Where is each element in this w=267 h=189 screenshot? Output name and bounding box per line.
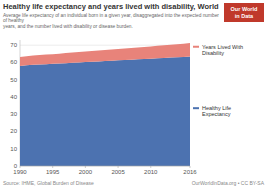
y-tick-label: 40 bbox=[10, 94, 17, 100]
x-tick bbox=[20, 166, 21, 168]
y-tick-label: 70 bbox=[10, 42, 17, 48]
y-tick-label: 10 bbox=[10, 146, 17, 152]
chart: Our Worldin Data Healthy life expectancy … bbox=[0, 0, 267, 189]
text-line: Healthy Life bbox=[202, 105, 231, 111]
text-line: Years Lived With bbox=[202, 44, 243, 50]
x-axis-line bbox=[20, 166, 190, 167]
title: Healthy life expectancy and years lived … bbox=[3, 2, 219, 11]
text-line: Average life expectancy of an individual… bbox=[3, 13, 219, 18]
logo-text: Our Worldin Data bbox=[231, 6, 258, 19]
legend-swatch bbox=[193, 107, 199, 109]
legend-label: Years Lived WithDisability bbox=[202, 44, 243, 56]
text-line: of healthy bbox=[3, 18, 24, 23]
text-line: in Data bbox=[235, 13, 254, 19]
text-line: years, and the number lived with disabil… bbox=[3, 24, 133, 29]
x-tick-label: 2000 bbox=[79, 169, 93, 175]
x-tick bbox=[118, 166, 119, 168]
x-tick bbox=[190, 166, 191, 168]
text-line: Our World bbox=[231, 6, 258, 12]
text-line: Expectancy bbox=[202, 111, 231, 117]
y-tick-label: 30 bbox=[10, 111, 17, 117]
license-text: OurWorldInData.org • CC BY-SA bbox=[192, 180, 265, 186]
y-tick-label: 60 bbox=[10, 59, 17, 65]
text-line: Disability bbox=[202, 50, 224, 56]
x-tick-label: 1995 bbox=[46, 169, 60, 175]
y-tick-label: 20 bbox=[10, 128, 17, 134]
x-tick bbox=[85, 166, 86, 168]
area bbox=[20, 43, 190, 66]
legend-label: Healthy LifeExpectancy bbox=[202, 105, 231, 117]
x-tick-label: 1990 bbox=[13, 169, 27, 175]
areas bbox=[20, 43, 190, 166]
x-tick-label: 2005 bbox=[111, 169, 125, 175]
area bbox=[20, 57, 190, 166]
x-tick-label: 2010 bbox=[144, 169, 158, 175]
x-tick-label: 2016 bbox=[183, 169, 197, 175]
y-tick-label: 50 bbox=[10, 77, 17, 83]
x-tick bbox=[52, 166, 53, 168]
subtitle: Average life expectancy of an individual… bbox=[3, 13, 219, 29]
legend-swatch bbox=[193, 46, 199, 48]
logo-box bbox=[224, 3, 264, 22]
x-tick bbox=[150, 166, 151, 168]
text-line: Healthy life expectancy and years lived … bbox=[3, 2, 219, 11]
source-text: Source: IHME, Global Burden of Disease bbox=[3, 180, 94, 186]
